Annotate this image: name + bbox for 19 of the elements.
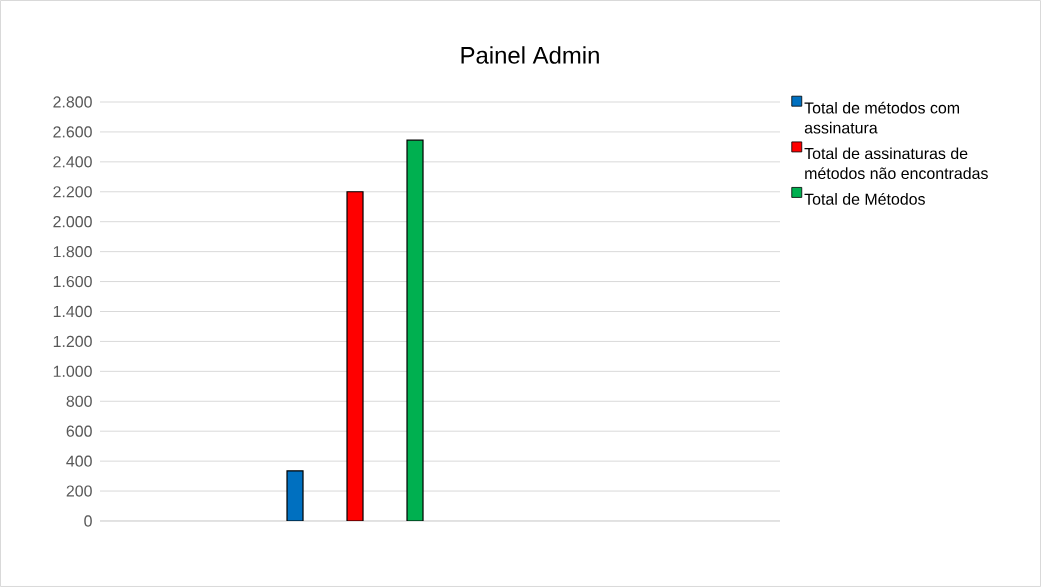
y-tick-label: 2.800 xyxy=(53,96,92,108)
y-tick-label: 1.600 xyxy=(53,275,92,288)
y-tick-label: 1.000 xyxy=(53,365,92,377)
legend-label: Total de assinaturas de métodos não encontradas xyxy=(804,147,988,180)
y-tick-label: 2.400 xyxy=(53,156,92,168)
y-tick-label: 1.400 xyxy=(53,305,92,318)
legend-label: Total de Métodos xyxy=(804,192,925,205)
y-tick-label: 600 xyxy=(66,425,92,437)
y-tick-label: 200 xyxy=(66,485,92,497)
y-tick-label: 0 xyxy=(84,515,92,527)
legend-label: Total de métodos com assinatura xyxy=(804,101,959,134)
chart-title: Painel Admin xyxy=(461,46,599,64)
y-tick-label: 400 xyxy=(66,455,92,467)
y-tick-label: 2.600 xyxy=(53,126,92,138)
y-tick-label: 2.000 xyxy=(53,216,92,228)
y-tick-label: 800 xyxy=(66,395,92,407)
y-tick-label: 1.200 xyxy=(53,335,92,348)
y-tick-label: 1.800 xyxy=(53,245,92,258)
y-tick-label: 2.200 xyxy=(53,186,92,198)
